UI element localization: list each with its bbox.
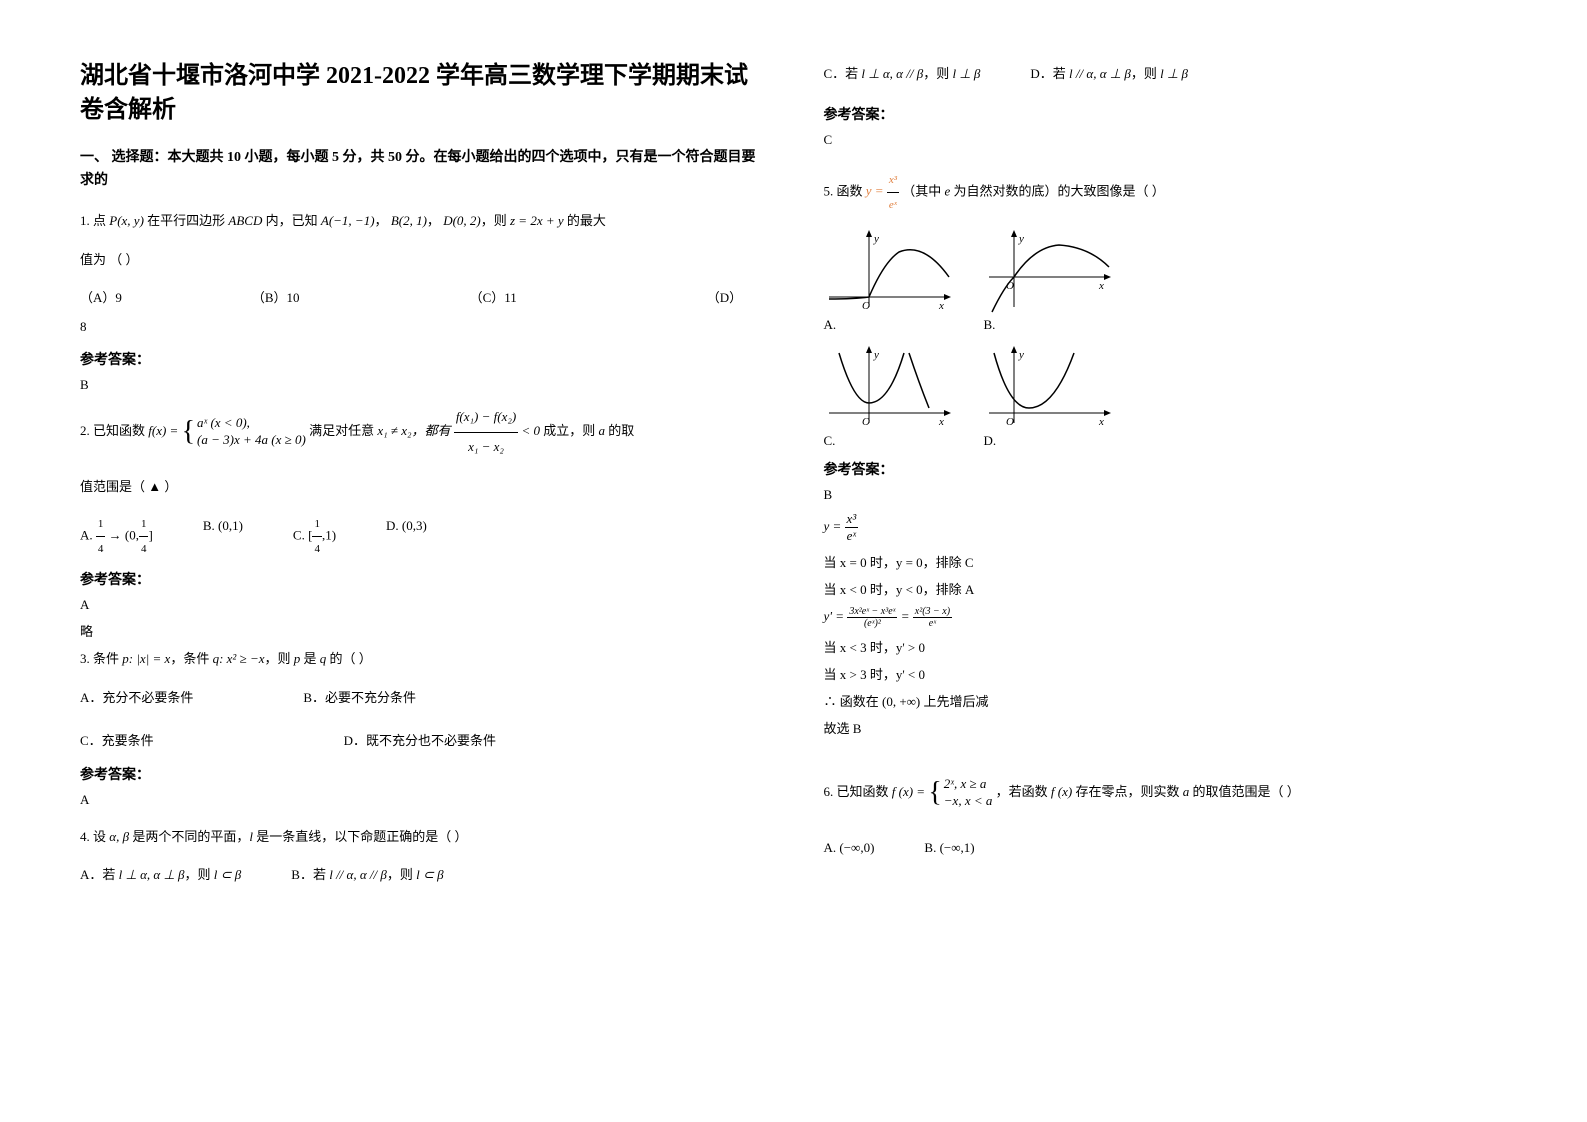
q2-piecewise: { aˣ (x < 0), (a − 3)x + 4a (x ≥ 0) [182,401,306,463]
q1-optA: （A）9 [80,284,122,313]
q5-sol6: 当 x > 3 时，y' < 0 [824,664,1508,683]
q1-optB: （B）10 [252,284,300,313]
question-2: 2. 已知函数 f(x) = { aˣ (x < 0), (a − 3)x + … [80,401,764,463]
q1-optD: （D） [707,284,742,313]
q2-fraction: f(x₁) − f(x₂) x₁ − x₂ [454,403,518,461]
svg-text:x: x [1098,280,1104,292]
q2-omit: 略 [80,621,764,640]
q5-sol3: 当 x < 0 时，y < 0，排除 A [824,579,1508,598]
right-column: C．若 l ⊥ α, α // β，则 l ⊥ β D．若 l // α, α … [794,60,1538,1062]
q1-optC: （C）11 [470,284,517,313]
q5-graph-a: y O x A. [824,227,954,333]
svg-text:O: O [1006,416,1014,428]
q5-sol4: y' = 3x²eˣ − x³eˣ(eˣ)² = x²(3 − x)eˣ [824,606,1508,629]
question-6: 6. 已知函数 f (x) = { 2ˣ, x ≥ a −x, x < a ，若… [824,762,1508,824]
q3-optB: B．必要不充分条件 [303,684,416,713]
q4-answer: C [824,132,1508,148]
q2-line2: 值范围是（ ▲ ） [80,473,764,502]
question-3: 3. 条件 p: |x| = x，条件 q: x² ≥ −x，则 p 是 q 的… [80,645,764,674]
q1-answer-label: 参考答案： [80,349,764,369]
q4-options-row2: C．若 l ⊥ α, α // β，则 l ⊥ β D．若 l // α, α … [824,60,1508,89]
q5-graph-b: y O x B. [984,227,1114,333]
q1-optD-value: 8 [80,313,764,342]
svg-text:x: x [1098,416,1104,428]
q3-optA: A．充分不必要条件 [80,684,193,713]
q2-answer: A [80,597,764,613]
q3-optD: D．既不充分也不必要条件 [344,727,496,756]
q5-graphs-row1: y O x A. y O x B. [824,227,1508,333]
svg-text:y: y [873,349,879,361]
graph-b-svg: y O x [984,227,1114,317]
q6-piecewise: { 2ˣ, x ≥ a −x, x < a [928,762,992,824]
graph-d-svg: y O x [984,343,1114,433]
q3-options: A．充分不必要条件 B．必要不充分条件 C．充要条件 D．既不充分也不必要条件 [80,684,764,756]
q5-answer-label: 参考答案： [824,459,1508,479]
q1-line2: 值为 （ ） [80,246,764,275]
svg-text:x: x [938,300,944,312]
q2-optB: B. (0,1) [203,512,243,561]
q1-options: （A）9 （B）10 （C）11 （D） 8 [80,284,764,341]
q2-options: A. 14 → (0,14] B. (0,1) C. [14,1) D. (0,… [80,512,764,561]
svg-text:O: O [862,416,870,428]
q5-sol1: y = x³eˣ [824,511,1508,544]
question-1: 1. 点 P(x, y) 在平行四边形 ABCD 内，已知 A(−1, −1)，… [80,207,764,236]
q5-answer: B [824,487,1508,503]
q3-answer: A [80,792,764,808]
q4-answer-label: 参考答案： [824,104,1508,124]
q4-optC: C．若 l ⊥ α, α // β，则 l ⊥ β [824,60,981,89]
svg-text:x: x [938,416,944,428]
graph-c-svg: y O x [824,343,954,433]
svg-text:y: y [873,233,879,245]
svg-text:y: y [1018,233,1024,245]
q3-optC: C．充要条件 [80,727,154,756]
q5-graph-d: y O x D. [984,343,1114,449]
q4-optA: A．若 l ⊥ α, α ⊥ β，则 l ⊂ β [80,861,241,890]
q4-optB: B．若 l // α, α // β，则 l ⊂ β [291,861,443,890]
q2-optC: C. [14,1) [293,512,336,561]
graph-a-svg: y O x [824,227,954,317]
left-column: 湖北省十堰市洛河中学 2021-2022 学年高三数学理下学期期末试卷含解析 一… [50,60,794,1062]
q6-optA: A. (−∞,0) [824,834,875,863]
q5-formula: y = x³eˣ [866,183,902,198]
q5-sol5: 当 x < 3 时，y' > 0 [824,637,1508,656]
question-4: 4. 设 α, β 是两个不同的平面，l 是一条直线，以下命题正确的是（ ） [80,823,764,852]
q2-answer-label: 参考答案： [80,569,764,589]
svg-text:O: O [862,300,870,312]
q3-answer-label: 参考答案： [80,764,764,784]
q5-graph-c: y O x C. [824,343,954,449]
q5-sol8: 故选 B [824,718,1508,737]
q1-answer: B [80,377,764,393]
main-title: 湖北省十堰市洛河中学 2021-2022 学年高三数学理下学期期末试卷含解析 [80,60,764,127]
q6-options: A. (−∞,0) B. (−∞,1) [824,834,1508,863]
q5-graphs-row2: y O x C. y O x D. [824,343,1508,449]
q1-text: 1. 点 P(x, y) 在平行四边形 ABCD 内，已知 A(−1, −1)，… [80,213,606,228]
q2-optD: D. (0,3) [386,512,427,561]
q6-optB: B. (−∞,1) [924,834,974,863]
q5-sol2: 当 x = 0 时，y = 0，排除 C [824,552,1508,571]
svg-text:O: O [1006,280,1014,292]
q2-optA: A. 14 → (0,14] [80,512,153,561]
q4-optD: D．若 l // α, α ⊥ β，则 l ⊥ β [1030,60,1188,89]
section-1-header: 一、 选择题：本大题共 10 小题，每小题 5 分，共 50 分。在每小题给出的… [80,147,764,192]
q4-options-row1: A．若 l ⊥ α, α ⊥ β，则 l ⊂ β B．若 l // α, α /… [80,861,764,890]
q5-sol7: ∴ 函数在 (0, +∞) 上先增后减 [824,691,1508,710]
question-5: 5. 函数 y = x³eˣ （其中 e 为自然对数的底）的大致图像是（ ） [824,168,1508,217]
svg-text:y: y [1018,349,1024,361]
